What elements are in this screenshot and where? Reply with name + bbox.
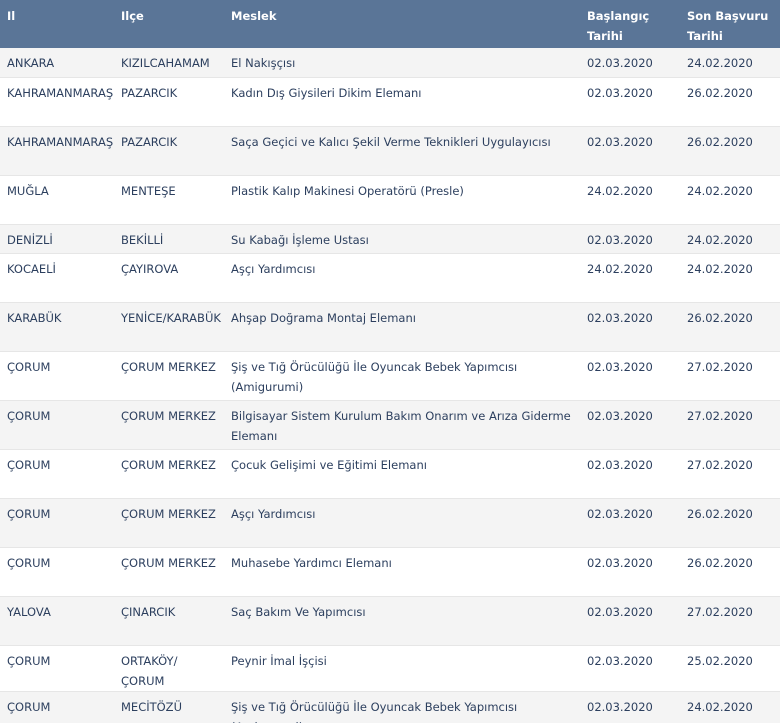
cell-son-basvuru: 27.02.2020 [680, 400, 780, 450]
cell-il: ÇORUM [0, 449, 114, 499]
table-row: KOCAELİ ÇAYIROVA Aşçı Yardımcısı 24.02.2… [0, 253, 780, 303]
cell-ilce: ÇORUM MERKEZ [114, 498, 224, 548]
cell-il: KARABÜK [0, 302, 114, 352]
cell-son-basvuru: 27.02.2020 [680, 449, 780, 499]
table-row: ÇORUM ÇORUM MERKEZ Şiş ve Tığ Örücülüğü … [0, 351, 780, 401]
cell-baslangic: 24.02.2020 [580, 253, 680, 303]
cell-baslangic: 02.03.2020 [580, 449, 680, 499]
header-il[interactable]: Il [0, 0, 114, 48]
cell-son-basvuru: 26.02.2020 [680, 547, 780, 597]
cell-baslangic: 02.03.2020 [580, 77, 680, 127]
cell-son-basvuru: 25.02.2020 [680, 645, 780, 692]
cell-meslek: Şiş ve Tığ Örücülüğü İle Oyuncak Bebek Y… [224, 691, 580, 723]
cell-son-basvuru: 27.02.2020 [680, 351, 780, 401]
cell-son-basvuru: 27.02.2020 [680, 596, 780, 646]
cell-il: ÇORUM [0, 691, 114, 723]
cell-ilce: ÇORUM MERKEZ [114, 400, 224, 450]
cell-baslangic: 24.02.2020 [580, 175, 680, 225]
cell-il: ÇORUM [0, 645, 114, 692]
cell-il: DENİZLİ [0, 224, 114, 254]
cell-ilce: ÇORUM MERKEZ [114, 449, 224, 499]
cell-ilce: BEKİLLİ [114, 224, 224, 254]
cell-son-basvuru: 24.02.2020 [680, 224, 780, 254]
cell-baslangic: 02.03.2020 [580, 224, 680, 254]
cell-meslek: Çocuk Gelişimi ve Eğitimi Elemanı [224, 449, 580, 499]
table-row: ÇORUM ÇORUM MERKEZ Muhasebe Yardımcı Ele… [0, 547, 780, 597]
cell-ilce: ÇORUM MERKEZ [114, 547, 224, 597]
cell-ilce: ORTAKÖY/ÇORUM [114, 645, 224, 692]
cell-il: KAHRAMANMARAŞ [0, 77, 114, 127]
table-row: ÇORUM ÇORUM MERKEZ Aşçı Yardımcısı 02.03… [0, 498, 780, 548]
cell-ilce: PAZARCIK [114, 77, 224, 127]
cell-il: KAHRAMANMARAŞ [0, 126, 114, 176]
cell-son-basvuru: 24.02.2020 [680, 691, 780, 723]
cell-son-basvuru: 26.02.2020 [680, 302, 780, 352]
table-row: YALOVA ÇINARCIK Saç Bakım Ve Yapımcısı 0… [0, 596, 780, 646]
cell-ilce: ÇORUM MERKEZ [114, 351, 224, 401]
cell-il: YALOVA [0, 596, 114, 646]
cell-il: ÇORUM [0, 400, 114, 450]
cell-meslek: Ahşap Doğrama Montaj Elemanı [224, 302, 580, 352]
table-row: ANKARA KIZILCAHAMAM El Nakışçısı 02.03.2… [0, 48, 780, 78]
cell-ilce: ÇAYIROVA [114, 253, 224, 303]
table-row: ÇORUM ÇORUM MERKEZ Bilgisayar Sistem Kur… [0, 400, 780, 450]
cell-baslangic: 02.03.2020 [580, 691, 680, 723]
table-row: ÇORUM ÇORUM MERKEZ Çocuk Gelişimi ve Eği… [0, 449, 780, 499]
table-row: KARABÜK YENİCE/KARABÜK Ahşap Doğrama Mon… [0, 302, 780, 352]
cell-il: MUĞLA [0, 175, 114, 225]
cell-il: ÇORUM [0, 498, 114, 548]
cell-ilce: YENİCE/KARABÜK [114, 302, 224, 352]
cell-meslek: Saça Geçici ve Kalıcı Şekil Verme Teknik… [224, 126, 580, 176]
cell-son-basvuru: 24.02.2020 [680, 253, 780, 303]
cell-il: ANKARA [0, 48, 114, 78]
cell-baslangic: 02.03.2020 [580, 645, 680, 692]
header-son-basvuru[interactable]: Son Başvuru Tarihi [680, 0, 780, 48]
cell-ilce: PAZARCIK [114, 126, 224, 176]
cell-baslangic: 02.03.2020 [580, 400, 680, 450]
table-row: ÇORUM ORTAKÖY/ÇORUM Peynir İmal İşçisi 0… [0, 645, 780, 692]
cell-meslek: Aşçı Yardımcısı [224, 253, 580, 303]
table-row: KAHRAMANMARAŞ PAZARCIK Saça Geçici ve Ka… [0, 126, 780, 176]
cell-il: KOCAELİ [0, 253, 114, 303]
cell-ilce: ÇINARCIK [114, 596, 224, 646]
table-row: KAHRAMANMARAŞ PAZARCIK Kadın Dış Giysile… [0, 77, 780, 127]
cell-baslangic: 02.03.2020 [580, 126, 680, 176]
cell-baslangic: 02.03.2020 [580, 302, 680, 352]
cell-il: ÇORUM [0, 547, 114, 597]
header-ilce[interactable]: Ilçe [114, 0, 224, 48]
cell-il: ÇORUM [0, 351, 114, 401]
cell-son-basvuru: 24.02.2020 [680, 48, 780, 78]
cell-meslek: Peynir İmal İşçisi [224, 645, 580, 692]
cell-son-basvuru: 26.02.2020 [680, 498, 780, 548]
cell-meslek: Muhasebe Yardımcı Elemanı [224, 547, 580, 597]
header-baslangic[interactable]: Başlangıç Tarihi [580, 0, 680, 48]
cell-baslangic: 02.03.2020 [580, 351, 680, 401]
cell-meslek: Su Kabağı İşleme Ustası [224, 224, 580, 254]
header-meslek[interactable]: Meslek [224, 0, 580, 48]
cell-son-basvuru: 24.02.2020 [680, 175, 780, 225]
table-row: MUĞLA MENTEŞE Plastik Kalıp Makinesi Ope… [0, 175, 780, 225]
cell-baslangic: 02.03.2020 [580, 498, 680, 548]
cell-baslangic: 02.03.2020 [580, 547, 680, 597]
cell-baslangic: 02.03.2020 [580, 596, 680, 646]
cell-meslek: Plastik Kalıp Makinesi Operatörü (Presle… [224, 175, 580, 225]
cell-meslek: Aşçı Yardımcısı [224, 498, 580, 548]
cell-meslek: Kadın Dış Giysileri Dikim Elemanı [224, 77, 580, 127]
table-header-row: Il Ilçe Meslek Başlangıç Tarihi Son Başv… [0, 0, 780, 48]
cell-meslek: El Nakışçısı [224, 48, 580, 78]
cell-son-basvuru: 26.02.2020 [680, 126, 780, 176]
cell-ilce: MECİTÖZÜ [114, 691, 224, 723]
cell-meslek: Saç Bakım Ve Yapımcısı [224, 596, 580, 646]
cell-son-basvuru: 26.02.2020 [680, 77, 780, 127]
cell-ilce: KIZILCAHAMAM [114, 48, 224, 78]
cell-baslangic: 02.03.2020 [580, 48, 680, 78]
table-row: ÇORUM MECİTÖZÜ Şiş ve Tığ Örücülüğü İle … [0, 691, 780, 723]
cell-meslek: Şiş ve Tığ Örücülüğü İle Oyuncak Bebek Y… [224, 351, 580, 401]
table-row: DENİZLİ BEKİLLİ Su Kabağı İşleme Ustası … [0, 224, 780, 254]
cell-ilce: MENTEŞE [114, 175, 224, 225]
cell-meslek: Bilgisayar Sistem Kurulum Bakım Onarım v… [224, 400, 580, 450]
